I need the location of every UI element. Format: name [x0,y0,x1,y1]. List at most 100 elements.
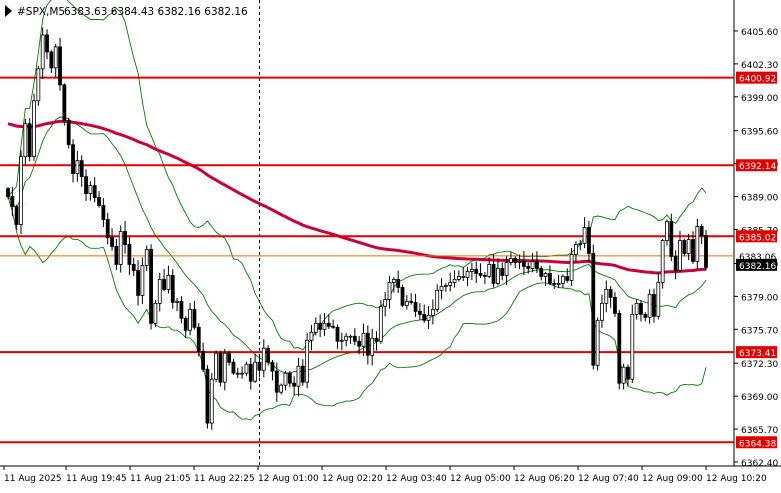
candle-body [101,205,106,220]
candle-body [188,308,192,331]
candle-body [478,273,483,276]
candle-body [452,279,457,283]
candle-body [487,264,492,277]
candle-body [361,332,366,347]
candle-body [75,160,80,175]
time-tick-label: 12 Aug 09:00 [642,474,703,484]
candle-body [240,372,245,375]
candle-body [274,370,279,393]
candle-body [79,160,84,178]
time-tick-label: 11 Aug 21:05 [130,474,191,484]
candle-body [669,221,674,257]
candle-body [686,239,691,254]
candle-body [296,365,301,387]
level-tag-3-bg [736,230,777,243]
candle-body [266,347,271,363]
candle-body [209,378,214,424]
ohlc-values: 6383.63 6384.43 6382.16 6382.16 [64,6,248,18]
candle-body [283,372,288,386]
candle-body [179,300,184,319]
candle-body [335,326,340,342]
candle-body [496,268,500,284]
bollinger-lower-band [7,196,707,421]
candle-body [522,261,526,267]
collapse-arrow-icon[interactable] [5,5,12,17]
candle-body [443,284,448,287]
candle-body [370,337,375,356]
candle-body [14,206,19,225]
candle-body [6,188,10,197]
candle-body [287,372,292,384]
candle-body [548,273,552,284]
candle-body [682,240,687,254]
candle-body [183,317,188,331]
candle-body [591,253,596,366]
level-tag-5-label: 6364.38 [739,439,776,449]
candle-body [214,352,218,380]
candle-body [678,240,682,271]
candle-body [374,337,379,342]
candle-body [66,120,71,146]
candle-body [162,279,166,290]
candle-body [92,185,97,198]
candle-body [175,300,179,303]
price-tick-label: 6399.00 [741,94,778,104]
candle-body [422,313,427,321]
candle-body [417,310,422,315]
price-tick-label: 6375.70 [741,326,778,336]
candle-body [561,276,565,284]
candle-body [235,372,240,375]
time-axis: 11 Aug 2025 11 Aug 19:45 11 Aug 21:05 11 Au… [3,466,767,484]
level-tag-1-label: 6400.92 [739,75,776,85]
candle-body [305,339,310,383]
level-tag-2-bg [736,159,777,172]
candle-body [474,269,479,274]
candle-body [270,361,275,372]
candle-body [326,322,331,327]
candle-body [626,366,630,380]
current-price-tag-bg [736,258,777,271]
candle-body [387,281,392,300]
candle-body [435,289,440,310]
candle-body [62,84,67,122]
moving-average-line [7,119,706,275]
price-tick-label: 6405.60 [741,28,778,38]
candle-body [695,226,700,262]
candle-body [582,227,587,244]
candle-body [569,254,574,281]
candle-body [604,288,609,304]
candle-body [517,261,522,263]
candle-body [88,185,93,194]
candle-body [378,305,383,342]
candle-body [660,240,665,283]
candle-body [613,296,617,314]
candle-body [114,246,119,265]
candle-body [248,363,253,382]
candle-body [279,384,284,393]
candle-body [565,276,570,281]
candle-body [84,176,88,194]
candle-body [40,34,45,70]
time-tick-label: 12 Aug 10:20 [706,474,767,484]
candle-body [131,264,136,271]
candle-body [322,322,327,330]
candle-body [509,258,513,263]
candle-body [23,123,28,158]
candle-body [157,279,162,304]
level-tag-1-bg [736,71,777,84]
candle-body [144,249,149,266]
candle-body [704,235,708,268]
symbol-label: #SPX,M5 [17,6,65,18]
candle-body [413,301,418,312]
candle-body [261,347,266,371]
chart-header: #SPX,M5 6383.63 6384.43 6382.16 6382.16 [5,5,248,18]
price-tick-label: 6362.40 [741,459,778,469]
candle-body [504,262,509,276]
candle-body [482,275,487,277]
candle-body [140,265,145,296]
candle-body [465,271,470,278]
candle-body [253,361,258,382]
candle-body [170,275,175,303]
